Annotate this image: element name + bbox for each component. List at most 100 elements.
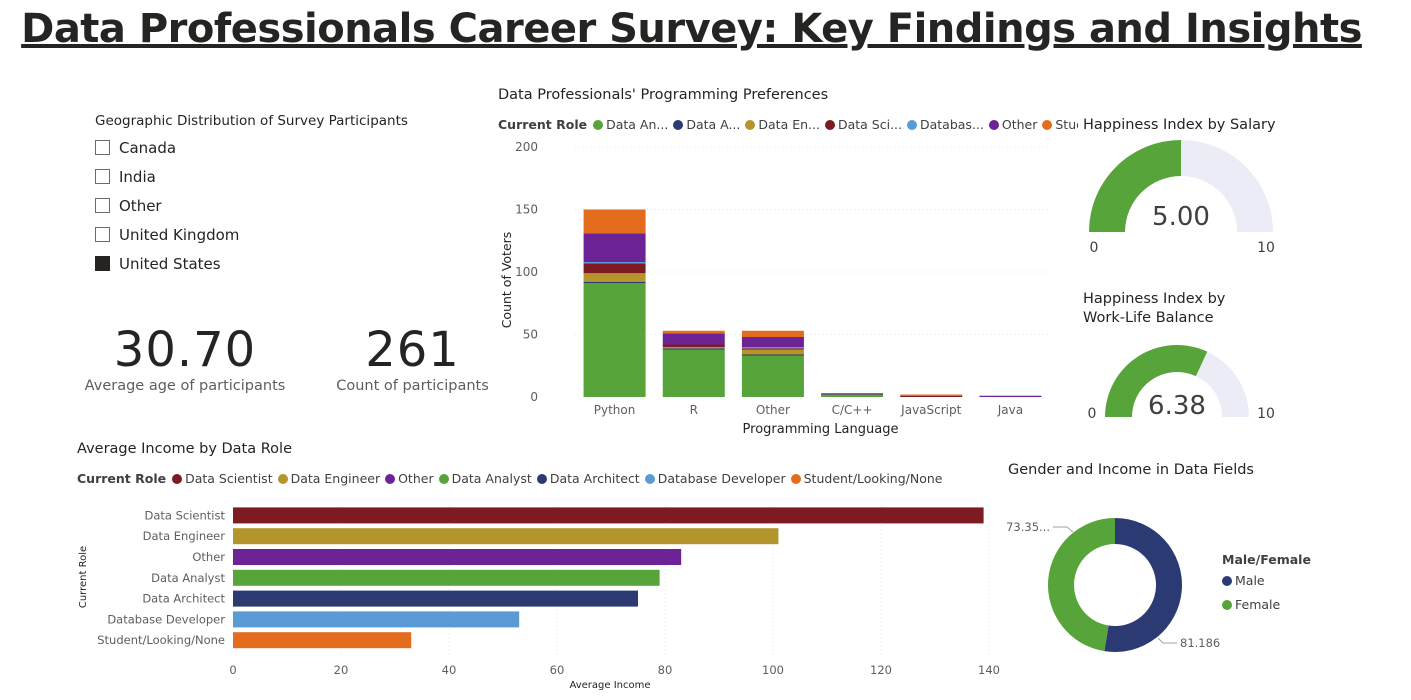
x-tick-label: Python	[594, 403, 636, 417]
bar-segment[interactable]	[900, 395, 963, 397]
legend-item[interactable]: Other	[988, 117, 1037, 132]
legend-dot-icon	[172, 473, 183, 484]
x-tick-label: 140	[978, 663, 1000, 677]
programming-legend: Current Role Data An... Data A... Data En.…	[498, 117, 1078, 132]
checkbox[interactable]	[95, 140, 110, 155]
legend-item[interactable]: Student...	[1042, 117, 1078, 132]
data-label: 73.35...	[1006, 520, 1050, 534]
bar-segment[interactable]	[583, 233, 646, 262]
bar-segment[interactable]	[979, 395, 1042, 397]
gauge-value: 6.38	[1148, 391, 1206, 421]
gauge-fill[interactable]	[1105, 345, 1208, 417]
y-tick-label: Data Architect	[142, 592, 225, 606]
gender-legend: Male/Female Male Female	[1222, 552, 1311, 621]
bar-segment[interactable]	[583, 282, 646, 284]
legend-item[interactable]: Female	[1222, 597, 1311, 612]
checkbox[interactable]	[95, 198, 110, 213]
legend-dot-icon	[277, 473, 288, 484]
legend-item[interactable]: Databas...	[906, 117, 984, 132]
bar-segment[interactable]	[583, 283, 646, 397]
legend-dot-icon	[745, 119, 756, 130]
bar-segment[interactable]	[741, 354, 804, 356]
bar[interactable]	[233, 549, 682, 565]
y-tick-label: 200	[515, 140, 538, 154]
bar[interactable]	[233, 590, 638, 607]
legend-item[interactable]: Database Developer	[644, 471, 786, 486]
bar-segment[interactable]	[741, 330, 804, 337]
gender-legend-items: Male Female	[1222, 573, 1311, 612]
slicer-item-label: United Kingdom	[119, 225, 240, 244]
bar-segment[interactable]	[741, 349, 804, 355]
bar[interactable]	[233, 528, 779, 545]
kpi-count-value: 261	[365, 322, 460, 378]
checkbox[interactable]	[95, 169, 110, 184]
bar-segment[interactable]	[662, 330, 725, 334]
legend-item[interactable]: Data En...	[745, 117, 820, 132]
gauge-fill[interactable]	[1089, 140, 1181, 232]
slicer-item[interactable]: United Kingdom	[95, 220, 415, 249]
legend-item[interactable]: Data Scientist	[172, 471, 273, 486]
bar-segment[interactable]	[583, 263, 646, 274]
slicer-item[interactable]: United States	[95, 249, 415, 278]
y-tick-label: Database Developer	[107, 612, 225, 626]
donut-slice[interactable]	[1048, 518, 1115, 652]
bar-segment[interactable]	[741, 347, 804, 349]
legend-dot-icon	[536, 473, 547, 484]
legend-item[interactable]: Male	[1222, 573, 1311, 588]
bar-segment[interactable]	[662, 349, 725, 398]
legend-item[interactable]: Data An...	[593, 117, 668, 132]
legend-label: Database Developer	[657, 471, 786, 486]
y-axis-title: Current Role	[78, 546, 89, 608]
bar[interactable]	[233, 507, 984, 524]
legend-label: Databas...	[919, 117, 984, 132]
bar-segment[interactable]	[821, 393, 884, 395]
x-tick-label: 20	[334, 663, 349, 677]
legend-label: Other	[398, 471, 434, 486]
gauge-max-label: 10	[1257, 240, 1275, 256]
bar-segment[interactable]	[741, 337, 804, 347]
legend-item[interactable]: Other	[385, 471, 434, 486]
bar[interactable]	[233, 611, 520, 628]
bar-segment[interactable]	[741, 355, 804, 397]
donut-slice[interactable]	[1104, 518, 1182, 652]
slicer-item[interactable]: Canada	[95, 133, 415, 162]
bar-segment[interactable]	[741, 348, 804, 350]
legend-item[interactable]: Data Sci...	[824, 117, 902, 132]
legend-dot-icon	[906, 119, 917, 130]
legend-dot-icon	[824, 119, 835, 130]
bar-segment[interactable]	[662, 347, 725, 349]
legend-item[interactable]: Data A...	[673, 117, 740, 132]
bar-segment[interactable]	[662, 348, 725, 350]
bar-segment[interactable]	[662, 333, 725, 345]
bar[interactable]	[233, 632, 412, 649]
legend-item[interactable]: Data Engineer	[277, 471, 381, 486]
slicer-item[interactable]: Other	[95, 191, 415, 220]
legend-item[interactable]: Data Analyst	[438, 471, 532, 486]
bar-segment[interactable]	[583, 262, 646, 264]
kpi-count-label: Count of participants	[336, 378, 489, 394]
legend-label: Data Analyst	[451, 471, 532, 486]
gauge-min-label: 0	[1088, 406, 1097, 422]
legend-label: Data A...	[686, 117, 741, 132]
bar-segment[interactable]	[662, 344, 725, 348]
x-tick-label: 80	[658, 663, 673, 677]
legend-item[interactable]: Student/Looking/None	[790, 471, 942, 486]
legend-item[interactable]: Data Architect	[536, 471, 640, 486]
slicer-item[interactable]: India	[95, 162, 415, 191]
checkbox[interactable]	[95, 227, 110, 242]
y-tick-label: 0	[530, 390, 538, 404]
slicer-item-label: United States	[119, 254, 221, 273]
bar-segment[interactable]	[821, 394, 884, 398]
legend-label: Data Engineer	[290, 471, 381, 486]
gender-chart-title: Gender and Income in Data Fields	[1008, 462, 1254, 478]
legend-dot-icon	[790, 473, 801, 484]
bar-segment[interactable]	[583, 209, 646, 234]
legend-dot-icon	[385, 473, 396, 484]
bar-segment[interactable]	[900, 394, 963, 396]
bar[interactable]	[233, 569, 660, 586]
leader-line	[1053, 526, 1074, 533]
checkbox[interactable]	[95, 256, 110, 271]
bar-segment[interactable]	[583, 273, 646, 282]
programming-legend-title: Current Role	[498, 117, 588, 132]
x-axis-title: Average Income	[569, 680, 650, 691]
